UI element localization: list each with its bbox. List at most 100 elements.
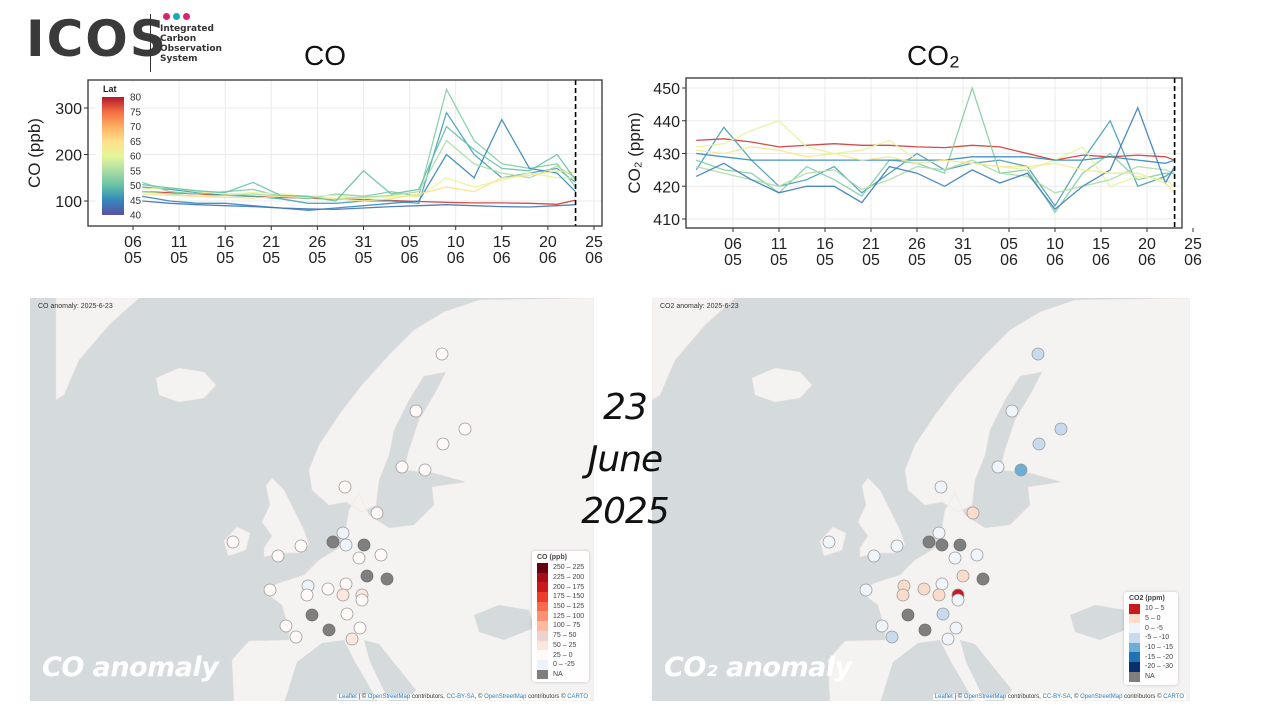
- station-marker[interactable]: [1054, 422, 1068, 436]
- osm-link[interactable]: OpenStreetMap: [484, 694, 527, 700]
- legend-swatch: [537, 563, 548, 573]
- osm-link[interactable]: OpenStreetMap: [963, 694, 1007, 700]
- legend-item: 250 – 225: [537, 563, 584, 573]
- station-marker[interactable]: [976, 572, 990, 586]
- station-marker[interactable]: [355, 593, 369, 607]
- sea-area: [880, 640, 974, 701]
- station-marker[interactable]: [395, 460, 409, 474]
- station-marker[interactable]: [353, 621, 367, 635]
- station-marker[interactable]: [336, 588, 350, 602]
- station-marker[interactable]: [435, 347, 449, 361]
- station-marker[interactable]: [941, 632, 955, 646]
- station-marker[interactable]: [875, 619, 889, 633]
- station-marker[interactable]: [289, 630, 303, 644]
- station-marker[interactable]: [896, 588, 910, 602]
- co-series-group: [141, 87, 577, 211]
- logo-subtitle-line: Observation: [160, 44, 222, 54]
- co-chart: 0605110516052105260531050506100615062006…: [25, 79, 603, 267]
- station-marker[interactable]: [374, 548, 388, 562]
- carto-link[interactable]: CARTO: [1163, 694, 1184, 700]
- station-marker[interactable]: [970, 548, 984, 562]
- station-marker[interactable]: [890, 539, 904, 553]
- co-anomaly-map[interactable]: CO anomaly: 2025-6-23 CO anomaly CO (ppb…: [30, 298, 594, 701]
- station-marker[interactable]: [1031, 347, 1045, 361]
- station-marker[interactable]: [360, 569, 374, 583]
- station-marker[interactable]: [953, 538, 967, 552]
- station-marker[interactable]: [956, 569, 970, 583]
- station-marker[interactable]: [226, 535, 240, 549]
- cc-by-sa-link[interactable]: CC-BY-SA: [446, 694, 475, 700]
- attribution-text: , ©: [474, 694, 485, 700]
- station-marker[interactable]: [991, 460, 1005, 474]
- station-marker[interactable]: [936, 607, 950, 621]
- station-marker[interactable]: [1014, 463, 1028, 477]
- station-marker[interactable]: [380, 572, 394, 586]
- station-marker[interactable]: [271, 549, 285, 563]
- co-series-line-lat-45: [142, 118, 577, 211]
- station-marker[interactable]: [336, 526, 350, 540]
- station-marker[interactable]: [901, 608, 915, 622]
- station-marker[interactable]: [339, 538, 353, 552]
- station-marker[interactable]: [352, 551, 366, 565]
- station-marker[interactable]: [409, 404, 423, 418]
- station-marker[interactable]: [935, 538, 949, 552]
- co2-anomaly-map[interactable]: CO2 anomaly: 2025-6-23 CO₂ anomaly CO2 (…: [652, 298, 1190, 701]
- station-marker[interactable]: [339, 577, 353, 591]
- station-marker[interactable]: [935, 577, 949, 591]
- station-marker[interactable]: [263, 583, 277, 597]
- station-marker[interactable]: [966, 506, 980, 520]
- legend-item: -10 – -15: [1129, 642, 1174, 653]
- station-marker[interactable]: [357, 538, 371, 552]
- attribution-text: contributors ©: [1122, 694, 1164, 700]
- co-x-tick-label-month: 05: [170, 250, 188, 267]
- station-marker[interactable]: [951, 593, 965, 607]
- station-marker[interactable]: [917, 582, 931, 596]
- station-marker[interactable]: [436, 437, 450, 451]
- carto-link[interactable]: CARTO: [567, 694, 588, 700]
- station-marker[interactable]: [859, 583, 873, 597]
- station-marker[interactable]: [1032, 437, 1046, 451]
- station-marker[interactable]: [932, 588, 946, 602]
- station-marker[interactable]: [322, 623, 336, 637]
- co-series-line-lat-65: [142, 170, 576, 202]
- station-marker[interactable]: [279, 619, 293, 633]
- station-marker[interactable]: [922, 535, 936, 549]
- station-marker[interactable]: [321, 582, 335, 596]
- osm-link[interactable]: OpenStreetMap: [367, 694, 411, 700]
- station-marker[interactable]: [370, 506, 384, 520]
- leaflet-link[interactable]: Leaflet: [338, 694, 357, 700]
- station-marker[interactable]: [867, 549, 881, 563]
- co2-map-canvas[interactable]: [652, 298, 1190, 701]
- station-marker[interactable]: [326, 535, 340, 549]
- station-marker[interactable]: [300, 588, 314, 602]
- station-marker[interactable]: [345, 632, 359, 646]
- station-marker[interactable]: [885, 630, 899, 644]
- station-marker[interactable]: [948, 551, 962, 565]
- station-marker[interactable]: [458, 422, 472, 436]
- co2-x-tick-label-month: 06: [1092, 252, 1110, 269]
- leaflet-link[interactable]: Leaflet: [934, 694, 953, 700]
- co-x-tick-label-month: 06: [493, 250, 511, 267]
- station-marker[interactable]: [340, 607, 354, 621]
- osm-link[interactable]: OpenStreetMap: [1080, 694, 1123, 700]
- station-marker[interactable]: [305, 608, 319, 622]
- station-marker[interactable]: [294, 539, 308, 553]
- station-marker[interactable]: [1005, 404, 1019, 418]
- legend-label: 0 – -25: [553, 661, 575, 669]
- station-marker[interactable]: [932, 526, 946, 540]
- co2-y-tick-label: 450: [653, 81, 680, 98]
- legend-label: -10 – -15: [1145, 644, 1174, 652]
- station-marker[interactable]: [934, 480, 948, 494]
- co2-x-tick-label-day: 11: [771, 236, 788, 253]
- attribution-text: | ©: [356, 694, 368, 700]
- station-marker[interactable]: [338, 480, 352, 494]
- cc-by-sa-link[interactable]: CC-BY-SA: [1042, 694, 1071, 700]
- co-map-legend: CO (ppb) 250 – 225 225 – 200 200 – 175 175 …: [532, 551, 590, 683]
- station-marker[interactable]: [418, 463, 432, 477]
- co-map-canvas[interactable]: [30, 298, 594, 701]
- legend-label: 5 – 0: [1145, 615, 1161, 623]
- station-marker[interactable]: [949, 621, 963, 635]
- station-marker[interactable]: [822, 535, 836, 549]
- station-marker[interactable]: [918, 623, 932, 637]
- co2-x-tick-label-day: 16: [816, 236, 834, 253]
